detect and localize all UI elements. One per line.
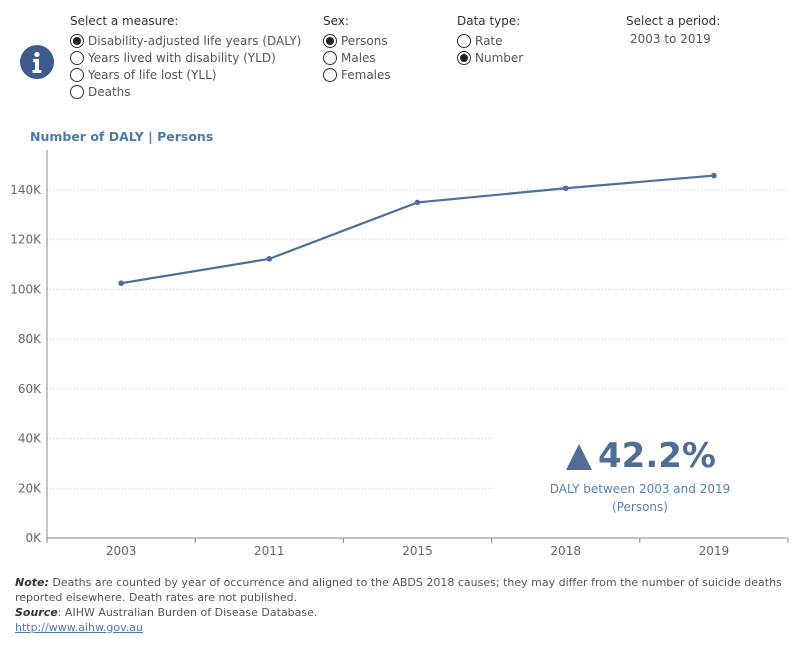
- radio-button[interactable]: [323, 50, 337, 65]
- data-type-title: Data type:: [457, 14, 521, 28]
- data-type-option[interactable]: Number: [457, 49, 523, 66]
- radio-button[interactable]: [70, 84, 84, 99]
- data-point: [414, 199, 421, 206]
- y-tick-label: 140K: [10, 183, 42, 197]
- data-point: [118, 280, 124, 287]
- note-text: Deaths are counted by year of occurrence…: [15, 576, 782, 604]
- y-tick-label: 0K: [25, 531, 42, 545]
- period-title: Select a period:: [626, 14, 721, 28]
- x-tick-label: 2015: [402, 544, 433, 558]
- sex-option-label: Persons: [341, 33, 388, 48]
- series-line: [120, 174, 714, 285]
- sex-title: Sex:: [323, 14, 349, 28]
- data-type-option[interactable]: Rate: [457, 32, 523, 49]
- kpi-change-value: 42.2%: [598, 436, 716, 476]
- sex-option[interactable]: Females: [323, 66, 391, 83]
- y-tick-label: 20K: [18, 481, 42, 495]
- source-text: : AIHW Australian Burden of Disease Data…: [57, 606, 318, 619]
- radio-button[interactable]: [457, 50, 471, 65]
- measure-option[interactable]: Years of life lost (YLL): [70, 66, 301, 83]
- y-tick-label: 120K: [10, 233, 42, 247]
- period-selector[interactable]: 2003 to 2019: [630, 32, 711, 46]
- measure-option[interactable]: Disability-adjusted life years (DALY): [70, 32, 301, 49]
- data-point: [562, 185, 569, 192]
- sex-group: Sex: Persons Males Females: [323, 14, 391, 83]
- line-chart: 0K 20K 40K 60K 80K 100K 120K 140K 2003 2011 2015 20…: [10, 150, 789, 558]
- footer: Note: Deaths are counted by year of occu…: [15, 575, 785, 635]
- x-tick-label: 2018: [550, 544, 581, 558]
- footer-source: Source: AIHW Australian Burden of Diseas…: [15, 605, 785, 620]
- radio-button[interactable]: [323, 33, 337, 48]
- source-label: Source: [15, 606, 58, 619]
- footer-note: Note: Deaths are counted by year of occu…: [15, 575, 785, 605]
- note-label: Note:: [15, 576, 49, 589]
- x-tick-label: 2003: [106, 544, 137, 558]
- radio-button[interactable]: [70, 33, 84, 48]
- measure-option-label: Deaths: [88, 84, 131, 99]
- measure-option-label: Years of life lost (YLL): [88, 67, 217, 82]
- data-type-option-label: Rate: [475, 33, 503, 48]
- measure-title: Select a measure:: [70, 14, 179, 28]
- sex-option[interactable]: Males: [323, 49, 391, 66]
- radio-button[interactable]: [323, 67, 337, 82]
- data-type-option-label: Number: [475, 50, 524, 65]
- sex-option-label: Males: [341, 50, 376, 65]
- info-icon[interactable]: [20, 45, 54, 79]
- y-tick-label: 80K: [18, 332, 42, 346]
- kpi-caption-sub: (Persons): [612, 500, 668, 514]
- chart-title: Number of DALY | Persons: [30, 129, 214, 144]
- sex-option-label: Females: [341, 67, 391, 82]
- aihw-link[interactable]: http://www.aihw.gov.au: [15, 621, 144, 634]
- sex-option[interactable]: Persons: [323, 32, 391, 49]
- y-tick-label: 60K: [18, 382, 42, 396]
- measure-option-label: Disability-adjusted life years (DALY): [88, 33, 302, 48]
- data-point: [266, 256, 273, 262]
- increase-arrow-icon: [566, 444, 592, 470]
- kpi-caption: DALY between 2003 and 2019: [549, 482, 731, 496]
- period-group: Select a period: 2003 to 2019: [626, 14, 720, 46]
- data-type-group: Data type: Rate Number: [457, 14, 523, 66]
- x-tick-label: 2011: [254, 544, 285, 558]
- x-tick-label: 2019: [699, 544, 730, 558]
- measure-option-label: Years lived with disability (YLD): [88, 50, 276, 65]
- measure-group: Select a measure: Disability-adjusted li…: [70, 14, 301, 100]
- y-tick-label: 40K: [18, 432, 42, 446]
- data-point: [711, 172, 717, 179]
- measure-option[interactable]: Years lived with disability (YLD): [70, 49, 301, 66]
- measure-option[interactable]: Deaths: [70, 83, 301, 100]
- radio-button[interactable]: [70, 67, 84, 82]
- y-tick-label: 100K: [10, 282, 42, 296]
- radio-button[interactable]: [70, 50, 84, 65]
- radio-button[interactable]: [457, 33, 471, 48]
